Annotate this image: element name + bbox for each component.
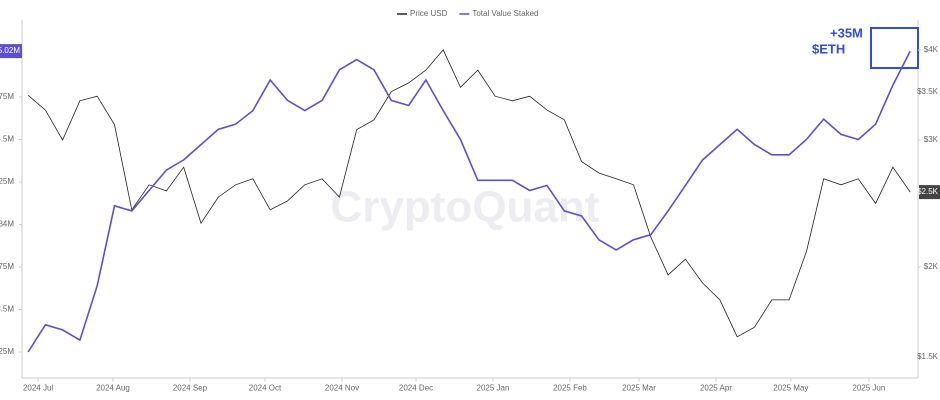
x-tick-label: 2025 Jun bbox=[852, 384, 885, 393]
y-tick-label: 34.25M bbox=[0, 177, 14, 186]
x-tick-label: 2025 Apr bbox=[700, 384, 732, 393]
x-tick-label: 2024 Dec bbox=[399, 384, 433, 393]
legend-label: Price USD bbox=[410, 9, 448, 18]
x-tick-label: 2024 Sep bbox=[173, 384, 208, 393]
y-tick-label: 33.75M bbox=[0, 262, 14, 271]
y2-tick-label: $4K bbox=[924, 45, 939, 54]
highlight-box bbox=[870, 27, 919, 69]
annotation: +35M bbox=[830, 25, 863, 40]
y-tick-label: 34.5M bbox=[0, 135, 14, 144]
y-tick-label: 33.25M bbox=[0, 347, 14, 356]
x-tick-label: 2025 May bbox=[773, 384, 808, 393]
current-badge bbox=[0, 44, 22, 59]
series-line bbox=[27, 50, 911, 353]
x-tick-label: 2025 Feb bbox=[553, 384, 587, 393]
y-tick-label: 34.75M bbox=[0, 92, 14, 101]
x-tick-label: 2024 Nov bbox=[325, 384, 359, 393]
legend-label: Total Value Staked bbox=[472, 9, 538, 18]
x-tick-label: 2025 Mar bbox=[622, 384, 656, 393]
y2-tick-label: $2K bbox=[924, 262, 939, 271]
current-badge bbox=[919, 185, 940, 200]
x-tick-label: 2024 Oct bbox=[249, 384, 282, 393]
x-tick-label: 2024 Jul bbox=[23, 384, 53, 393]
y-tick-label: 33.5M bbox=[0, 305, 14, 314]
y2-tick-label: $3.5K bbox=[917, 87, 939, 96]
x-tick-label: 2025 Jan bbox=[477, 384, 510, 393]
current-badge-label: 35.02M bbox=[0, 46, 20, 55]
series-line bbox=[27, 49, 911, 338]
annotation: $ETH bbox=[812, 41, 845, 56]
y-tick-label: 34M bbox=[0, 220, 14, 229]
current-badge-label: $2.5K bbox=[917, 187, 939, 196]
x-tick-label: 2024 Aug bbox=[96, 384, 130, 393]
y2-tick-label: $1.5K bbox=[917, 352, 939, 361]
watermark: CryptoQuant bbox=[331, 183, 600, 232]
y2-tick-label: $3K bbox=[924, 135, 939, 144]
